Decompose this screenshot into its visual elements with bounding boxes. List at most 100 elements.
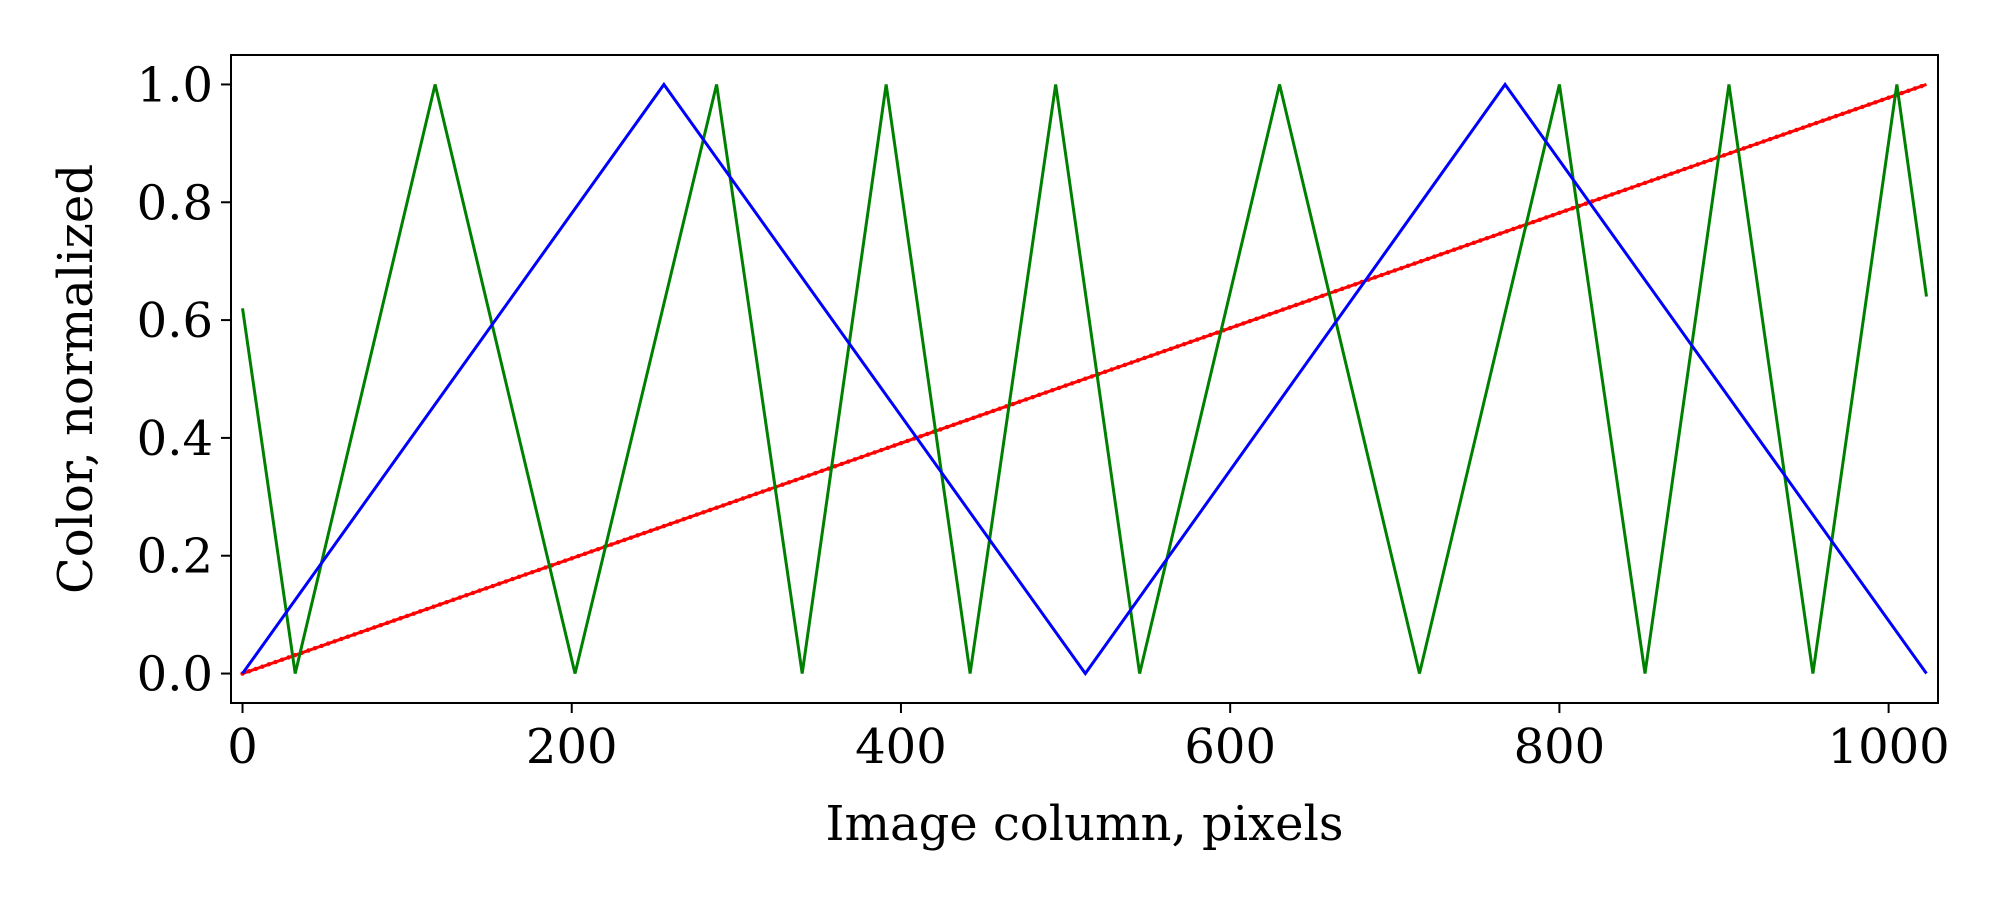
series-point (859, 454, 864, 460)
series-point (727, 500, 732, 506)
series-point (1379, 272, 1384, 278)
series-point (951, 422, 956, 427)
y-tick-label: 1.0 (137, 57, 213, 113)
series-point (1675, 169, 1681, 174)
series-point (905, 438, 910, 444)
series-point (852, 457, 858, 462)
series-point (898, 441, 904, 446)
series-point (444, 599, 449, 605)
series-point (372, 625, 377, 630)
series-point (1412, 261, 1417, 266)
series-point (1629, 185, 1635, 190)
series-point (1813, 120, 1819, 126)
series-point (1623, 187, 1628, 193)
series-point (279, 657, 285, 662)
series-point (1669, 171, 1674, 176)
series-point (1208, 332, 1213, 338)
series-point (944, 424, 950, 430)
series-point (1293, 302, 1299, 308)
series-point (1860, 104, 1865, 110)
series-point (1741, 146, 1746, 151)
series-point (1234, 323, 1239, 328)
series-point (767, 487, 772, 492)
series-point (1899, 90, 1904, 96)
series-point (1846, 109, 1852, 114)
series-point (839, 461, 844, 467)
series-point (1497, 231, 1503, 236)
series-point (589, 549, 594, 554)
series-point (720, 503, 726, 508)
series-point (1886, 95, 1891, 100)
series-point (1313, 295, 1318, 301)
series-point (398, 616, 403, 621)
series-point (437, 602, 443, 607)
series-point (1919, 83, 1924, 89)
series-point (1583, 201, 1588, 206)
series-point (1642, 180, 1648, 186)
series-point (365, 627, 370, 632)
series-point (582, 551, 588, 556)
series-point (1511, 226, 1516, 232)
series-point (990, 408, 996, 414)
series-point (1484, 236, 1490, 241)
series-point (1649, 178, 1654, 183)
series-point (1030, 394, 1035, 400)
series-line-2 (241, 81, 1928, 677)
series-point (1017, 399, 1022, 404)
series-point (977, 413, 983, 418)
series-point (1195, 337, 1200, 342)
series-point (872, 450, 877, 455)
series-point (332, 639, 337, 644)
x-tick-label: 200 (526, 719, 618, 775)
series-point (483, 586, 489, 591)
series-point (819, 468, 825, 474)
series-point (1227, 325, 1233, 331)
series-point (753, 491, 759, 497)
series-point (1912, 86, 1918, 91)
series-point (668, 521, 673, 527)
y-tick-label: 0.2 (137, 529, 213, 585)
series-point (918, 434, 923, 439)
series-point (694, 512, 700, 517)
series-point (1688, 164, 1694, 169)
series-point (885, 445, 890, 451)
y-axis-label: Color, normalized (48, 164, 104, 594)
series-point (358, 629, 364, 635)
series-point (1438, 252, 1444, 257)
series-point (1682, 166, 1687, 172)
series-point (352, 632, 357, 637)
series-point (1702, 159, 1707, 165)
series-point (1063, 383, 1068, 388)
series-point (925, 431, 930, 437)
series-point (345, 634, 351, 639)
series-point (1866, 102, 1872, 107)
series-point (1820, 118, 1825, 123)
series-point (1478, 238, 1483, 243)
series-point (1181, 341, 1187, 347)
series-point (1728, 150, 1733, 156)
series-point (391, 618, 397, 623)
series-point (609, 542, 614, 547)
series-point (286, 655, 291, 660)
series-point (1827, 116, 1832, 121)
series-point (1069, 381, 1075, 386)
series-point (1879, 97, 1885, 103)
series-point (1662, 173, 1667, 179)
series-point (477, 588, 482, 593)
plot-frame (230, 54, 1939, 704)
series-point (1557, 210, 1562, 216)
series-point (273, 659, 278, 665)
series-point (635, 533, 640, 538)
x-tick-label: 800 (1514, 719, 1606, 775)
x-tick-label: 600 (1184, 719, 1276, 775)
series-point (1056, 385, 1062, 391)
series-point (1840, 111, 1845, 117)
series-point (826, 466, 831, 471)
series-point (879, 447, 884, 453)
series-point (1023, 397, 1029, 402)
series-point (1188, 339, 1193, 345)
series-point (1781, 132, 1786, 137)
series-layer (240, 81, 1928, 677)
series-point (1655, 176, 1661, 181)
series-point (892, 443, 897, 448)
